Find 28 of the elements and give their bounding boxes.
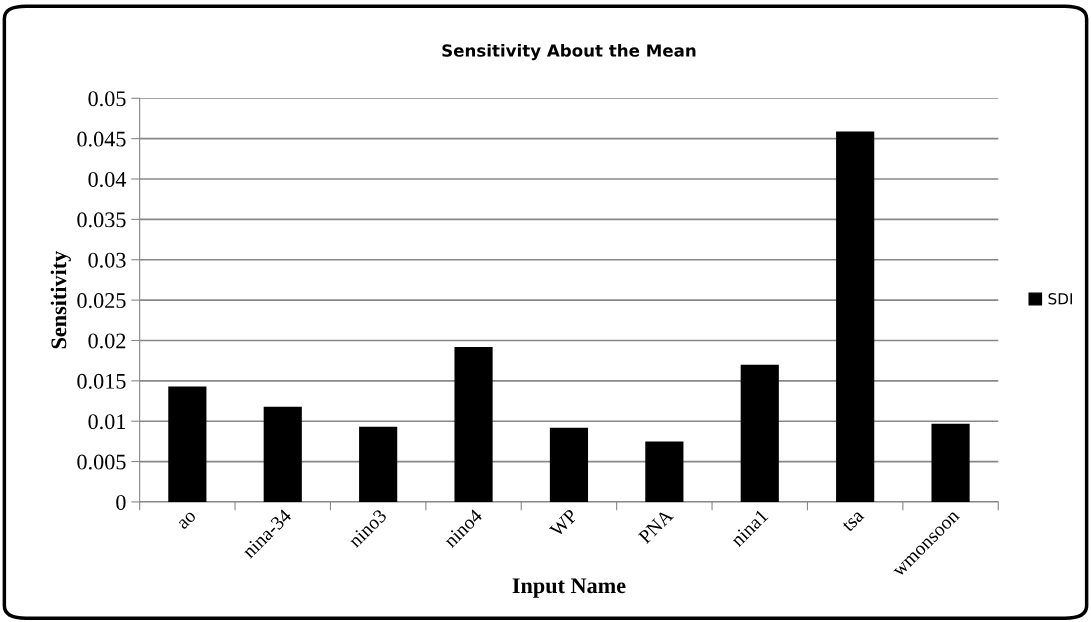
bar xyxy=(549,427,589,502)
y-tick-label: 0.005 xyxy=(77,454,126,470)
bar xyxy=(836,131,875,502)
y-tick-label: 0.045 xyxy=(77,131,126,147)
x-tick-label: PNA xyxy=(637,508,674,545)
legend-label: SDI xyxy=(1048,292,1072,305)
y-tick-label: 0.02 xyxy=(88,333,126,349)
x-tick-label: tsa xyxy=(841,509,865,533)
y-tick-label: 0.03 xyxy=(88,252,126,268)
y-tick-label: 0.015 xyxy=(77,373,126,389)
y-tick-label: 0.05 xyxy=(88,91,126,107)
y-tick-label: 0.035 xyxy=(77,212,126,228)
bar xyxy=(454,346,493,502)
bar xyxy=(740,364,779,502)
y-tick-label: 0.025 xyxy=(77,293,126,309)
y-tick-label: 0.04 xyxy=(88,171,127,188)
x-tick-label: WP xyxy=(548,508,579,538)
bar xyxy=(168,386,207,502)
y-tick-label: 0.01 xyxy=(88,414,126,430)
bar xyxy=(645,441,684,502)
bar xyxy=(263,406,302,502)
bar xyxy=(931,423,970,502)
x-axis-title: Input Name xyxy=(512,578,626,598)
y-tick-label: 0 xyxy=(116,494,126,510)
chart-title: Sensitivity About the Mean xyxy=(442,43,696,61)
bar xyxy=(359,426,398,502)
y-axis-title: Sensitivity xyxy=(50,250,71,349)
x-tick-label: ao xyxy=(177,511,197,530)
